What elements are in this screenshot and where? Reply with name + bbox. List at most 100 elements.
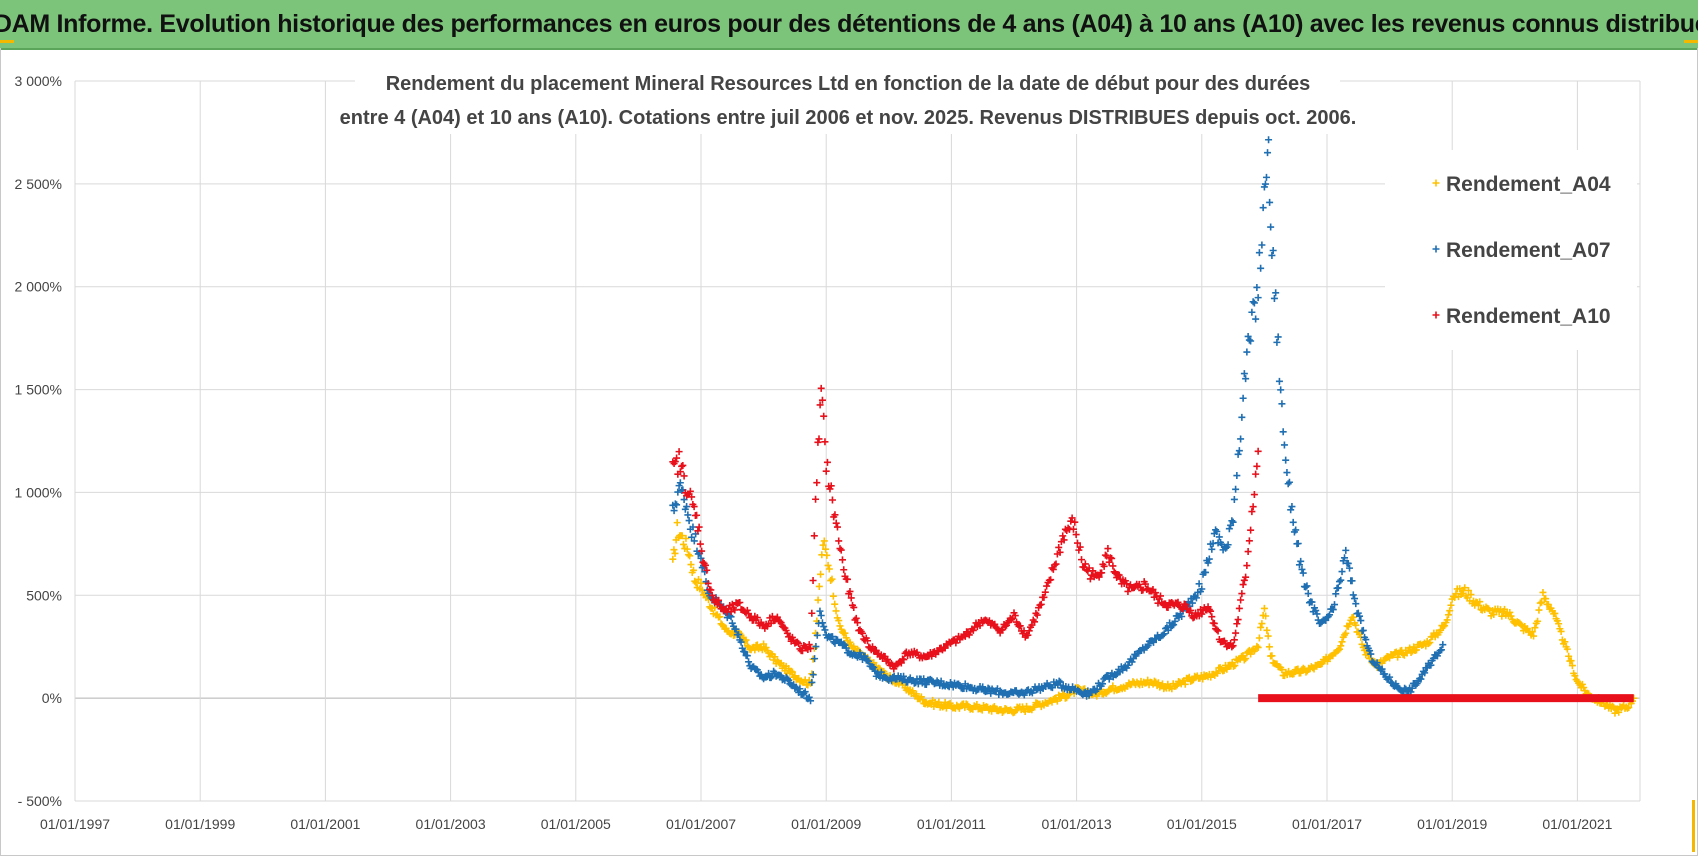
data-point [919,696,927,704]
data-point [1144,642,1152,650]
data-point [1170,621,1178,629]
data-point [682,534,690,542]
data-point [1263,626,1271,634]
data-point [840,566,848,574]
data-point [1517,621,1525,629]
x-tick-label: 01/01/2009 [791,816,861,832]
data-point [1071,518,1079,526]
data-point [1252,315,1260,323]
data-point [1289,518,1297,526]
data-point [814,596,822,604]
data-point [1249,503,1257,511]
data-point [1172,682,1180,690]
data-point [1237,596,1245,604]
data-point [820,412,828,420]
data-point [1456,585,1464,593]
data-point [1238,590,1246,598]
data-point [815,435,823,443]
data-point [1232,629,1240,637]
data-point [1467,591,1475,599]
data-point [842,644,850,652]
data-point [1530,632,1538,640]
data-point [732,625,740,633]
data-point [1303,582,1311,590]
data-point [673,501,681,509]
data-point [771,653,779,661]
data-point [819,541,827,549]
data-point [1001,622,1009,630]
data-point [1025,627,1033,635]
data-point [1243,562,1251,570]
data-point [979,683,987,691]
data-point [1171,617,1179,625]
data-point [727,608,735,616]
data-point [900,656,908,664]
data-point [832,607,840,615]
data-point [1464,587,1472,595]
data-point [1215,533,1223,541]
data-point [1238,413,1246,421]
data-point [1334,584,1342,592]
data-point [1124,587,1132,595]
data-point [1073,539,1081,547]
data-point [955,680,963,688]
data-point [1164,604,1172,612]
data-point [1257,623,1265,631]
data-point [1332,590,1340,598]
data-point [1239,581,1247,589]
data-point [942,704,950,712]
data-point [817,384,825,392]
data-point [1304,590,1312,598]
data-point [821,438,829,446]
data-point [1151,589,1159,597]
legend-marker [1432,245,1440,253]
data-point [817,612,825,620]
y-tick-label: 2 000% [15,279,62,295]
data-point [673,519,681,527]
data-point [1243,348,1251,356]
data-point [737,638,745,646]
data-point [1257,264,1265,272]
data-point [827,577,835,585]
data-point [1105,675,1113,683]
data-point [1232,485,1240,493]
data-point [760,640,768,648]
data-point [670,546,678,554]
data-point [831,600,839,608]
data-point [1446,607,1454,615]
data-point [1336,645,1344,653]
data-point [788,668,796,676]
data-point [1228,643,1236,651]
data-point [822,467,830,475]
legend-item: Rendement_A07 [1432,239,1611,262]
y-axis-ticks: - 500% 0% 500% 1 000% 1 500% 2 000% 2 500% 3 00… [15,73,62,809]
data-point [1421,669,1429,677]
data-point [701,561,709,569]
data-point [1611,709,1619,717]
data-point [1342,629,1350,637]
data-point [1277,386,1285,394]
data-point [1230,495,1238,503]
data-point [742,636,750,644]
data-point [1051,561,1059,569]
data-point [813,631,821,639]
data-point [835,537,843,545]
data-point [1439,623,1447,631]
data-point [1198,585,1206,593]
data-point [847,594,855,602]
data-point [1248,508,1256,516]
data-point [1264,632,1272,640]
data-point [1336,578,1344,586]
data-point [770,656,778,664]
data-point [1310,665,1318,673]
data-point [1359,626,1367,634]
data-point [1252,470,1260,478]
data-point [1259,204,1267,212]
legend-marker [1432,311,1440,319]
data-point [1267,223,1275,231]
data-point [1143,643,1151,651]
data-point [836,622,844,630]
data-point [816,607,824,615]
x-tick-label: 01/01/2011 [917,816,986,832]
data-point [1187,606,1195,614]
